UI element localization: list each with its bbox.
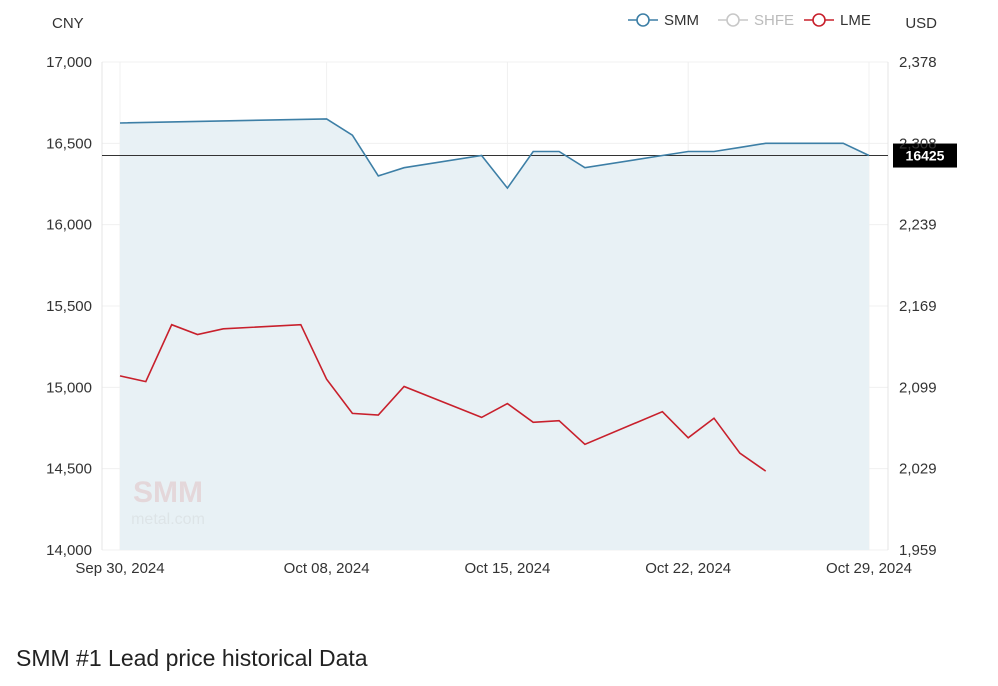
right-axis-label: USD bbox=[905, 15, 937, 32]
series-line-lme[interactable] bbox=[119, 323, 767, 472]
legend-label-shfe[interactable]: SHFE bbox=[754, 12, 794, 29]
left-tick-label: 16,000 bbox=[46, 217, 92, 234]
left-tick-label: 16,500 bbox=[46, 135, 92, 152]
legend-label-smm[interactable]: SMM bbox=[664, 12, 699, 29]
lead-price-chart: SMM metal.com 16425 17,000 16,500 16,000 15… bbox=[46, 12, 957, 577]
right-tick-label: 2,169 bbox=[899, 298, 937, 315]
legend-label-lme[interactable]: LME bbox=[840, 12, 871, 29]
left-tick-label: 15,500 bbox=[46, 298, 92, 315]
reference-marker-background bbox=[893, 143, 957, 168]
right-tick-label: 2,308 bbox=[899, 135, 937, 152]
x-tick-label: Oct 15, 2024 bbox=[464, 560, 550, 577]
left-tick-label: 14,500 bbox=[46, 461, 92, 478]
watermark-logo: SMM bbox=[133, 476, 203, 509]
page-title: SMM #1 Lead price historical Data bbox=[16, 645, 368, 671]
left-axis-label: CNY bbox=[52, 15, 84, 32]
reference-marker-label: 16425 bbox=[906, 148, 945, 164]
legend-marker-shfe bbox=[726, 13, 740, 27]
left-tick-label: 14,000 bbox=[46, 542, 92, 559]
smm-watermark: SMM metal.com bbox=[131, 476, 205, 528]
legend: SMM SHFE LME bbox=[628, 12, 871, 29]
smm-area-fill bbox=[120, 118, 869, 551]
left-axis-ticks: 17,000 16,500 16,000 15,500 15,000 14,500 14,0… bbox=[46, 54, 92, 559]
x-axis-ticks: Sep 30, 2024 Oct 08, 2024 Oct 15, 2024 Oct … bbox=[75, 560, 912, 577]
legend-marker-smm bbox=[636, 13, 650, 27]
left-tick-label: 17,000 bbox=[46, 54, 92, 71]
x-tick-label: Sep 30, 2024 bbox=[75, 560, 164, 577]
right-tick-label: 1,959 bbox=[899, 542, 937, 559]
reference-value-marker: 16425 bbox=[893, 143, 957, 168]
right-axis-ticks: 2,378 2,308 2,239 2,169 2,099 2,029 1,959 bbox=[899, 54, 937, 559]
right-tick-label: 2,099 bbox=[899, 379, 937, 396]
right-tick-label: 2,378 bbox=[899, 54, 937, 71]
right-tick-label: 2,029 bbox=[899, 461, 937, 478]
watermark-site: metal.com bbox=[131, 511, 205, 528]
legend-marker-lme bbox=[812, 13, 826, 27]
right-tick-label: 2,239 bbox=[899, 217, 937, 234]
series-line-smm[interactable] bbox=[119, 118, 870, 190]
x-tick-label: Oct 29, 2024 bbox=[826, 560, 912, 577]
x-tick-label: Oct 08, 2024 bbox=[284, 560, 370, 577]
left-tick-label: 15,000 bbox=[46, 379, 92, 396]
x-tick-label: Oct 22, 2024 bbox=[645, 560, 731, 577]
